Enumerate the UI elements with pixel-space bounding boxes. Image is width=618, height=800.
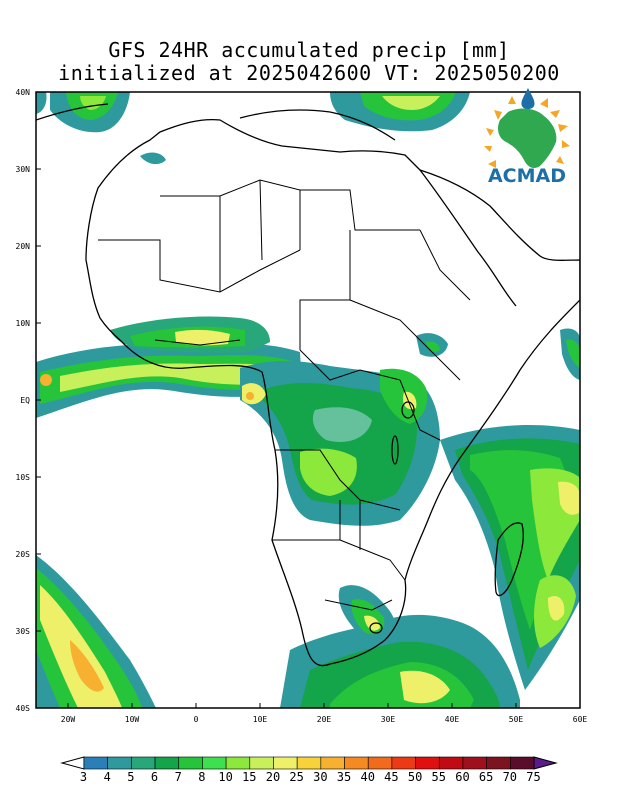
lon-label: 10E (253, 715, 268, 724)
colorbar-swatch (486, 756, 511, 770)
country-borders (98, 179, 471, 611)
lon-label: 20E (317, 715, 332, 724)
colorbar-label: 45 (384, 770, 398, 784)
lat-label: 10S (16, 473, 31, 482)
colorbar-swatch (510, 756, 535, 770)
lat-label: 20N (16, 242, 31, 251)
colorbar-label: 6 (151, 770, 158, 784)
colorbar-swatch (391, 756, 416, 770)
colorbar-label: 3 (80, 770, 87, 784)
lat-label: 40N (16, 88, 31, 97)
lon-label: 20W (61, 715, 76, 724)
lat-label: 30S (16, 627, 31, 636)
colorbar-swatch (83, 756, 108, 770)
colorbar-swatch (296, 756, 322, 770)
colorbar-swatch (202, 756, 227, 770)
lat-label: 10N (16, 319, 31, 328)
colorbar-label: 20 (266, 770, 280, 784)
colorbar-label: 5 (127, 770, 134, 784)
latitude-labels: 40N 30N 20N 10N EQ 10S 20S 30S 40S (16, 88, 31, 713)
colorbar-swatch (131, 756, 156, 770)
lat-label: 40S (16, 704, 31, 713)
colorbar-label: 15 (242, 770, 256, 784)
colorbar-label: 4 (104, 770, 111, 784)
colorbar-swatch (107, 756, 132, 770)
map-title-line1: GFS 24HR accumulated precip [mm] (108, 38, 510, 62)
lon-label: 50E (509, 715, 524, 724)
lon-label: 60E (573, 715, 588, 724)
logo-text: ACMAD (488, 165, 566, 187)
colorbar-label: 35 (337, 770, 351, 784)
colorbar-label: 7 (175, 770, 182, 784)
colorbar-label: 50 (408, 770, 422, 784)
colorbar-label: 70 (503, 770, 517, 784)
colorbar-under-arrow (60, 756, 85, 770)
colorbar-over-arrow (533, 756, 558, 770)
colorbar: 3 4 5 6 7 8 10 15 20 25 30 35 40 45 50 55 60 65 70 75 (60, 756, 558, 784)
africa-icon (498, 108, 557, 168)
colorbar-swatch (344, 756, 369, 770)
water-drop-icon (521, 88, 535, 109)
colorbar-label: 25 (289, 770, 303, 784)
precip-region-guinea-coast-core (60, 363, 286, 392)
colorbar-swatch (154, 756, 180, 770)
lat-label: 20S (16, 550, 31, 559)
colorbar-swatch (438, 756, 464, 770)
colorbar-label: 55 (432, 770, 446, 784)
lat-label: EQ (20, 396, 30, 405)
colorbar-label: 8 (198, 770, 205, 784)
colorbar-swatch (320, 756, 345, 770)
lon-label: 10W (125, 715, 140, 724)
colorbar-label: 60 (455, 770, 469, 784)
colorbar-swatch (273, 756, 298, 770)
colorbar-swatch (367, 756, 393, 770)
colorbar-label: 75 (526, 770, 540, 784)
precip-field (36, 92, 580, 708)
colorbar-swatch (249, 756, 274, 770)
colorbar-swatch (462, 756, 487, 770)
coastline (36, 103, 580, 667)
colorbar-swatch (178, 756, 203, 770)
map-title-line2: initialized at 2025042600 VT: 2025050200 (58, 61, 560, 85)
colorbar-swatch (225, 756, 251, 770)
acmad-logo: ACMAD (484, 88, 570, 187)
longitude-labels: 20W 10W 0 10E 20E 30E 40E 50E 60E (61, 715, 588, 724)
lon-label: 40E (445, 715, 460, 724)
colorbar-swatch (415, 756, 440, 770)
lon-label: 0 (194, 715, 199, 724)
lon-label: 30E (381, 715, 396, 724)
colorbar-label: 40 (360, 770, 374, 784)
colorbar-label: 65 (479, 770, 493, 784)
colorbar-label: 10 (218, 770, 232, 784)
colorbar-label: 30 (313, 770, 327, 784)
lat-label: 30N (16, 165, 31, 174)
